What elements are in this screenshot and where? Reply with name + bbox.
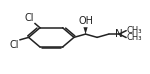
- Text: N: N: [115, 29, 123, 39]
- Text: CH₃: CH₃: [127, 26, 142, 35]
- Text: Cl: Cl: [10, 40, 20, 50]
- Polygon shape: [83, 27, 88, 34]
- Text: Cl: Cl: [25, 13, 34, 23]
- Text: CH₃: CH₃: [127, 33, 142, 42]
- Text: OH: OH: [78, 16, 93, 26]
